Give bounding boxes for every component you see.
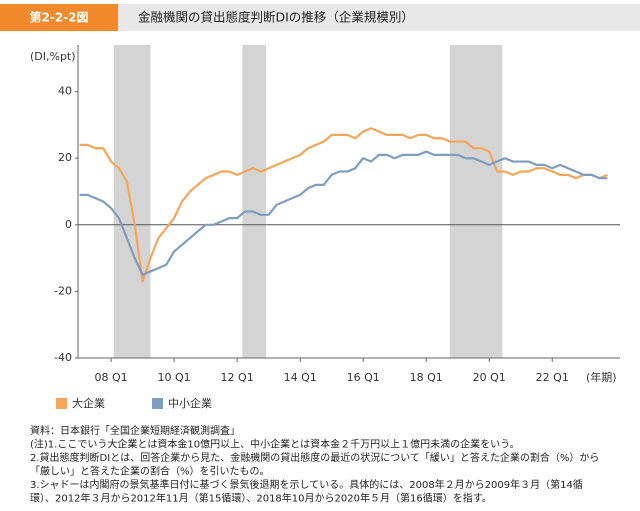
x-tick-label: 20 Q1	[473, 371, 506, 384]
recession-shade	[449, 45, 503, 358]
legend-label: 大企業	[72, 396, 105, 410]
note-line: 2.貸出態度判断DIとは、回答企業から見た、金融機関の貸出態度の最近の状況につい…	[30, 451, 599, 464]
note-line: 3.シャドーは内閣府の景気基準日付に基づく景気後退期を示している。具体的には、2…	[30, 478, 583, 491]
y-tick-label: 0	[65, 218, 72, 231]
x-axis-label: (年期)	[586, 370, 617, 384]
series-line	[79, 127, 608, 283]
legend-swatch	[56, 398, 67, 409]
series-line	[79, 150, 608, 276]
legend-label: 中小企業	[168, 396, 212, 410]
x-tick-label: 12 Q1	[221, 371, 254, 384]
x-tick-label: 10 Q1	[158, 371, 191, 384]
x-tick-label: 14 Q1	[284, 371, 317, 384]
header-title: 金融機関の貸出態度判断DIの推移（企業規模別）	[138, 10, 414, 25]
x-tick-label: 08 Q1	[95, 371, 128, 384]
y-tick-label: -40	[54, 351, 72, 364]
x-tick-label: 18 Q1	[410, 371, 443, 384]
x-tick-label: 16 Q1	[347, 371, 380, 384]
note-line: 資料：日本銀行「全国企業短期経済観測調査」	[30, 424, 240, 437]
y-tick-label: 20	[58, 151, 72, 164]
header-label-box	[0, 4, 118, 31]
y-axis-label: (DI,%pt)	[30, 50, 76, 63]
note-line: 「厳しい」と答えた企業の割合（%）を引いたもの。	[30, 465, 270, 478]
legend-swatch	[152, 398, 163, 409]
header-label: 第2-2-2図	[29, 10, 88, 25]
x-tick-label: 22 Q1	[536, 371, 569, 384]
y-tick-label: 40	[58, 85, 72, 98]
note-line: 環）、2012年３月から2012年11月（第15循環）、2018年10月から20…	[30, 492, 492, 505]
recession-shade	[242, 45, 267, 358]
note-line: (注)1.ここでいう大企業とは資本金10億円以上、中小企業とは資本金２千万円以上…	[30, 438, 519, 451]
y-tick-label: -20	[54, 284, 72, 297]
recession-shade	[113, 45, 151, 358]
